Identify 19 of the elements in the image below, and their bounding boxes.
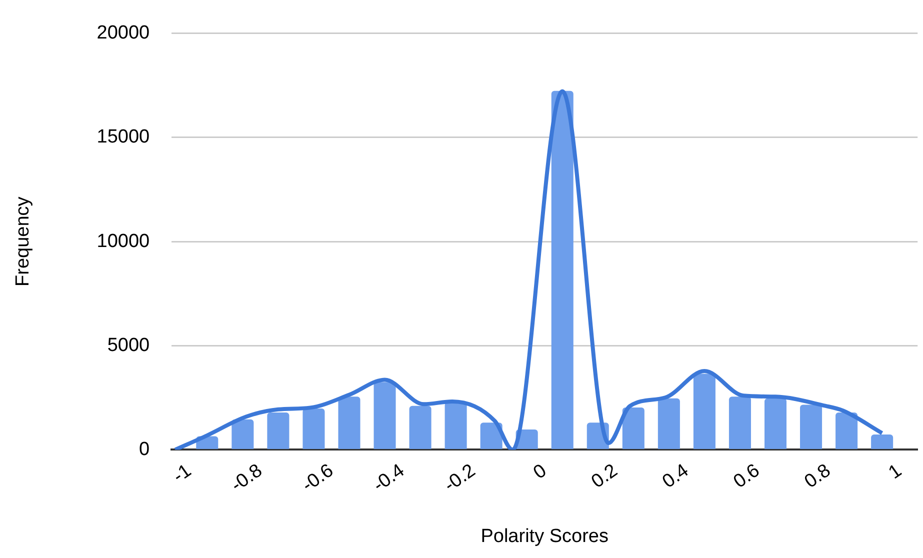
x-tick-label: 1 — [884, 460, 906, 484]
x-tick-label: -0.4 — [370, 460, 409, 496]
x-tick-label: 0 — [530, 460, 550, 484]
y-tick-label: 10000 — [96, 230, 150, 252]
y-tick-label: 20000 — [96, 22, 150, 44]
x-axis-title: Polarity Scores — [480, 526, 608, 547]
x-tick-label: -0.2 — [440, 460, 480, 496]
x-tick-label: 0.6 — [730, 460, 764, 493]
y-axis-title: Frequency — [12, 196, 34, 286]
x-tick-label: 0.8 — [800, 460, 835, 493]
x-tick-label: -0.8 — [227, 460, 266, 496]
x-tick-label: -1 — [169, 460, 196, 488]
x-tick-label: -0.6 — [298, 460, 338, 496]
x-tick-label: 0.2 — [588, 460, 622, 493]
y-tick-label: 0 — [139, 438, 150, 460]
y-tick-label: 5000 — [107, 334, 150, 356]
y-tick-label: 15000 — [96, 126, 150, 148]
x-tick-label: 0.4 — [658, 460, 693, 493]
line-series — [173, 89, 884, 450]
